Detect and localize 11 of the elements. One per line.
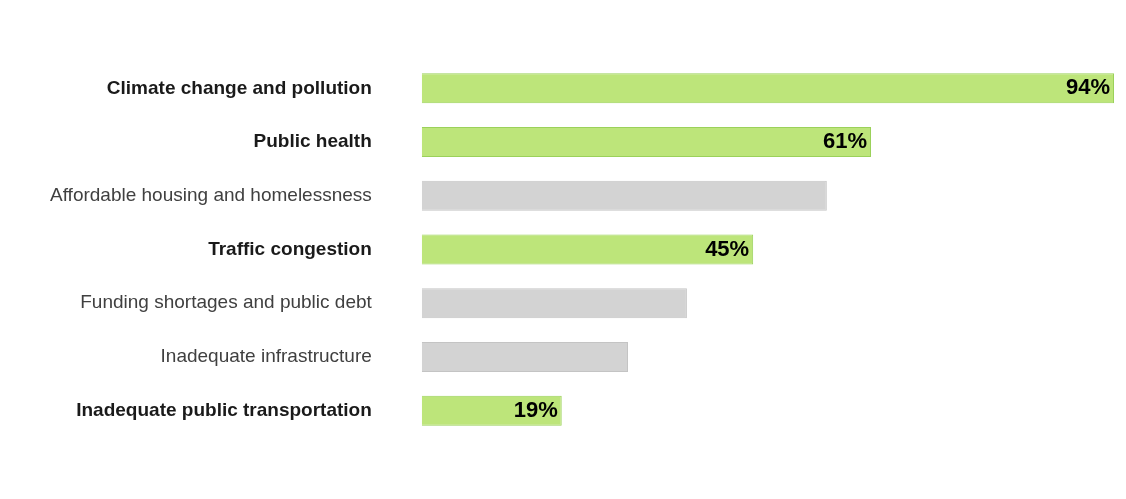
data-label: 94%	[1065, 74, 1110, 100]
data-label: 19%	[513, 396, 558, 422]
y-tick-label: Affordable housing and homelessness	[50, 183, 372, 205]
y-tick-label: Funding shortages and public debt	[80, 291, 373, 313]
y-tick-label: Climate change and pollution	[106, 76, 372, 98]
y-tick-label: Traffic congestion	[208, 237, 372, 259]
y-tick-label: Public health	[253, 130, 372, 152]
y-tick-label: Inadequate infrastructure	[160, 345, 372, 367]
data-label: 45%	[705, 235, 750, 261]
y-tick-label: Inadequate public transportation	[76, 398, 372, 420]
data-label: 61%	[822, 128, 867, 154]
